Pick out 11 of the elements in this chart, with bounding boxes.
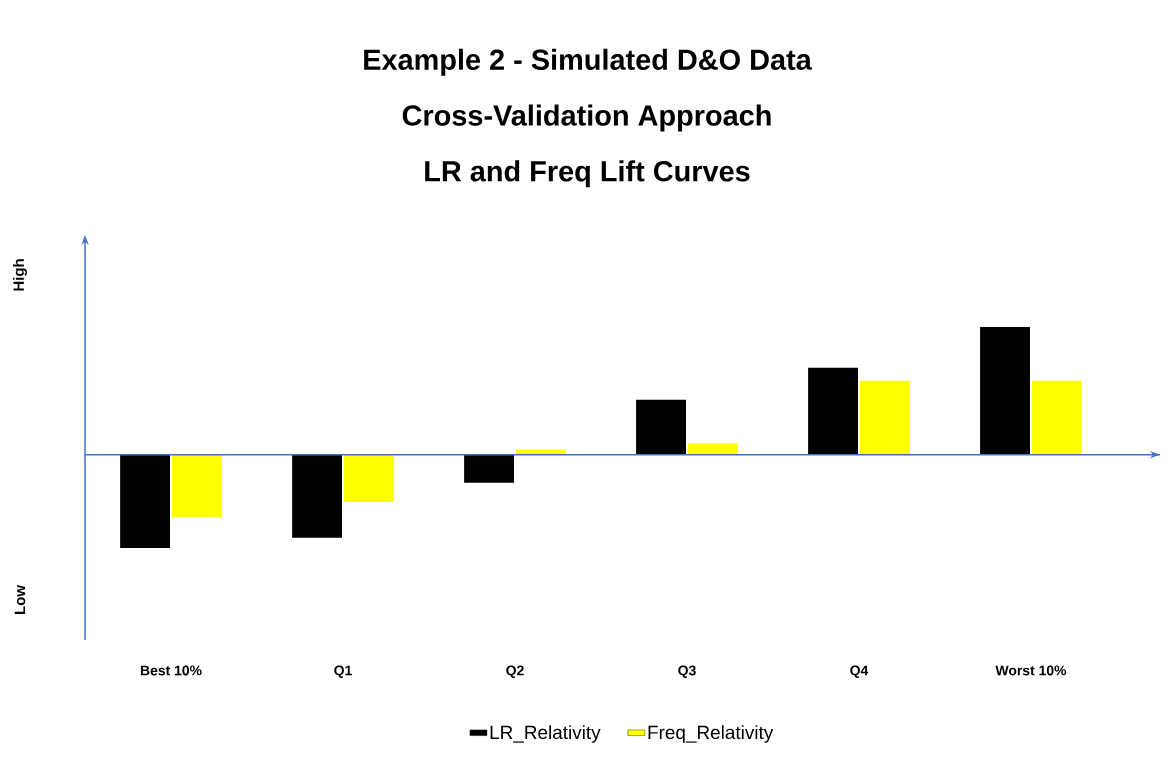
- x-tick-label: Q2: [506, 665, 524, 678]
- x-tick-label: Q4: [850, 665, 869, 678]
- text: Low: [14, 585, 26, 614]
- text: High: [13, 259, 28, 291]
- legend-label: Freq_Relativity: [648, 725, 774, 743]
- x-tick-label: Best 10%: [140, 665, 202, 676]
- x-tick-label: Q3: [678, 665, 696, 678]
- x-tick-label: Worst 10%: [995, 665, 1067, 676]
- legend-label: LR_Relativity: [490, 725, 601, 743]
- x-tick-label: Q1: [334, 665, 352, 678]
- chart-title: Example 2 - Simulated D&O Data Cross-Validation Approach LR and Freq Lift Curves: [364, 48, 812, 188]
